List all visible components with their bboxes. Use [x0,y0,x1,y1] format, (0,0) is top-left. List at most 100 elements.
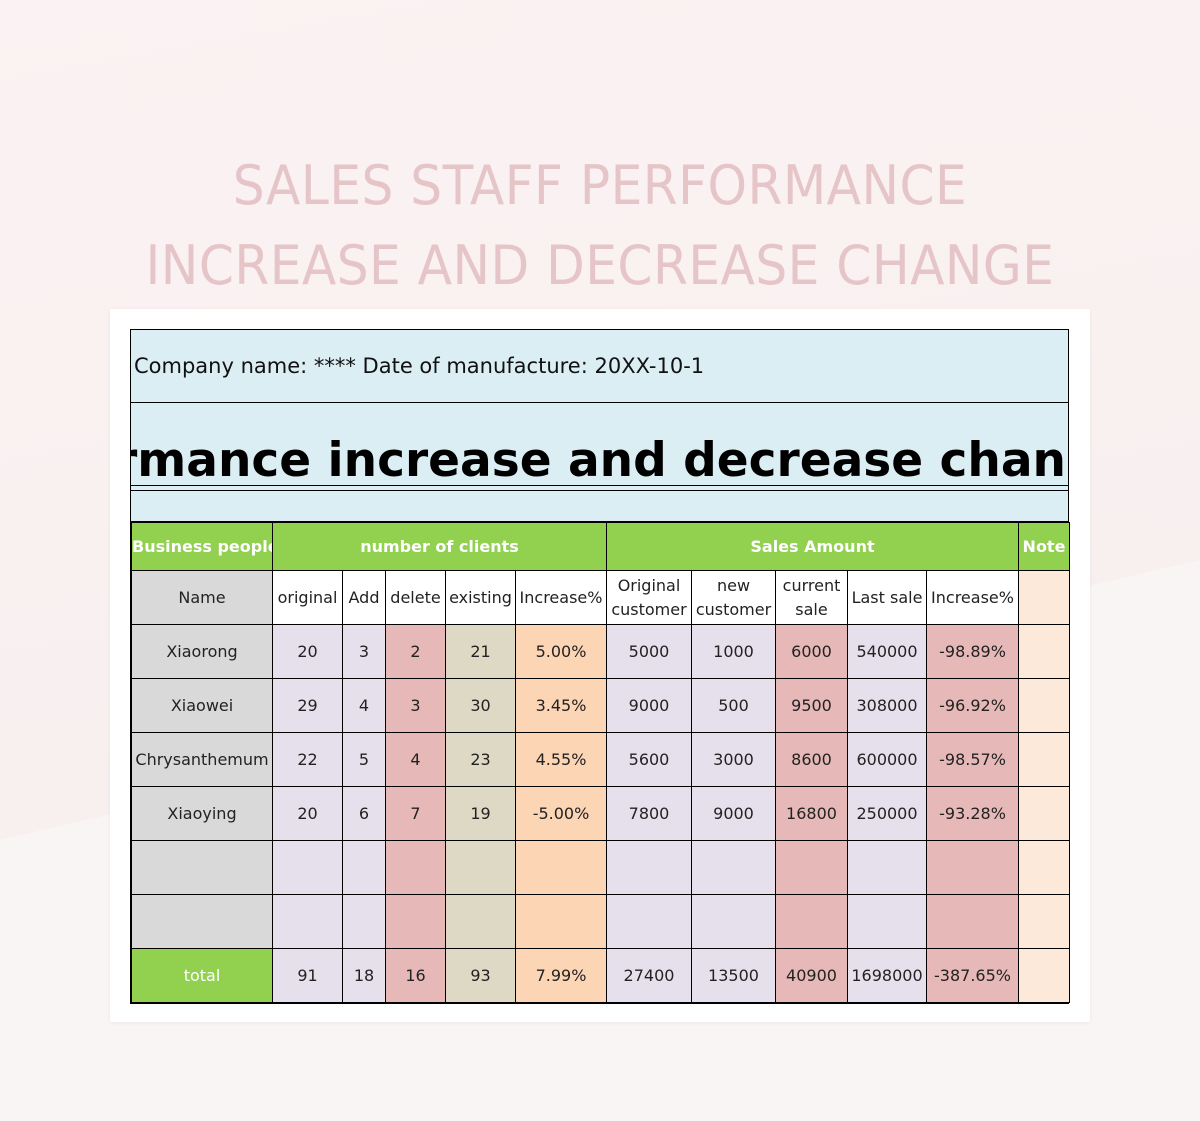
table-row [131,894,1070,949]
cell-clients-increase: 3.45% [515,678,607,733]
cell-name: Xiaowei [131,678,273,733]
cell-existing [445,894,516,949]
cell-add: 3 [342,624,386,679]
cell-delete: 2 [385,624,446,679]
cell-original-customer: 5000 [606,624,692,679]
performance-table: Business people number of clients Sales … [131,522,1070,1003]
cell-name [131,840,273,895]
table-row: Xiaorong 20 3 2 21 5.00% 5000 1000 6000 … [131,624,1070,679]
cell-delete: 7 [385,786,446,841]
cell-sales-increase: -98.57% [926,732,1019,787]
header-business-people: Business people [131,522,273,571]
cell-last-sale: 600000 [847,732,927,787]
col-existing: existing [445,570,516,625]
cell-existing: 21 [445,624,516,679]
col-note [1018,570,1070,625]
cell-note [1018,894,1070,949]
cell-sales-increase [926,840,1019,895]
sheet-title: ff performance increase and decrease cha… [131,433,1066,488]
cell-original-customer: 9000 [606,678,692,733]
cell-last-sale: 250000 [847,786,927,841]
total-new-customer: 13500 [691,948,776,1003]
cell-original [272,894,343,949]
total-sales-increase: -387.65% [926,948,1019,1003]
cell-original-customer [606,840,692,895]
spreadsheet-card: Company name: **** Date of manufacture: … [110,309,1090,1022]
cell-note [1018,786,1070,841]
col-delete: delete [385,570,446,625]
cell-original: 20 [272,786,343,841]
cell-last-sale: 308000 [847,678,927,733]
cell-add: 5 [342,732,386,787]
sheet-title-row: ff performance increase and decrease cha… [131,403,1068,522]
cell-add [342,894,386,949]
total-delete: 16 [385,948,446,1003]
total-label: total [131,948,273,1003]
cell-name: Xiaoying [131,786,273,841]
cell-current-sale [775,894,848,949]
col-clients-increase: Increase% [515,570,607,625]
cell-sales-increase: -98.89% [926,624,1019,679]
cell-sales-increase: -93.28% [926,786,1019,841]
cell-original-customer [606,894,692,949]
cell-note [1018,732,1070,787]
company-info-text: Company name: **** Date of manufacture: … [134,354,705,378]
cell-original: 22 [272,732,343,787]
cell-clients-increase: 4.55% [515,732,607,787]
cell-current-sale: 16800 [775,786,848,841]
total-clients-increase: 7.99% [515,948,607,1003]
title-underline [131,485,1068,491]
col-name: Name [131,570,273,625]
cell-new-customer: 9000 [691,786,776,841]
total-note [1018,948,1070,1003]
cell-new-customer [691,840,776,895]
cell-existing [445,840,516,895]
total-original-customer: 27400 [606,948,692,1003]
cell-current-sale: 9500 [775,678,848,733]
cell-add [342,840,386,895]
cell-existing: 30 [445,678,516,733]
cell-original-customer: 7800 [606,786,692,841]
cell-new-customer: 500 [691,678,776,733]
cell-clients-increase [515,840,607,895]
cell-delete: 3 [385,678,446,733]
cell-original [272,840,343,895]
total-original: 91 [272,948,343,1003]
col-new-customer: new customer [691,570,776,625]
cell-sales-increase [926,894,1019,949]
cell-last-sale [847,840,927,895]
cell-clients-increase: 5.00% [515,624,607,679]
cell-new-customer: 3000 [691,732,776,787]
table-row: Chrysanthemum 22 5 4 23 4.55% 5600 3000 … [131,732,1070,787]
total-current-sale: 40900 [775,948,848,1003]
cell-clients-increase [515,894,607,949]
cell-add: 6 [342,786,386,841]
cell-delete [385,840,446,895]
cell-existing: 19 [445,786,516,841]
cell-sales-increase: -96.92% [926,678,1019,733]
table-row: Xiaoying 20 6 7 19 -5.00% 7800 9000 1680… [131,786,1070,841]
cell-existing: 23 [445,732,516,787]
cell-new-customer: 1000 [691,624,776,679]
col-current-sale: current sale [775,570,848,625]
cell-current-sale: 8600 [775,732,848,787]
header-number-of-clients: number of clients [272,522,607,571]
spreadsheet: Company name: **** Date of manufacture: … [130,329,1070,1004]
table-row [131,840,1070,895]
table-row: Xiaowei 29 4 3 30 3.45% 9000 500 9500 30… [131,678,1070,733]
cell-name [131,894,273,949]
cell-current-sale: 6000 [775,624,848,679]
col-original-customer: Original customer [606,570,692,625]
col-add: Add [342,570,386,625]
cell-add: 4 [342,678,386,733]
cell-new-customer [691,894,776,949]
total-existing: 93 [445,948,516,1003]
header-note: Note [1018,522,1070,571]
col-last-sale: Last sale [847,570,927,625]
cell-name: Xiaorong [131,624,273,679]
cell-note [1018,678,1070,733]
total-add: 18 [342,948,386,1003]
cell-delete [385,894,446,949]
cell-note [1018,624,1070,679]
company-info-row: Company name: **** Date of manufacture: … [131,330,1068,403]
